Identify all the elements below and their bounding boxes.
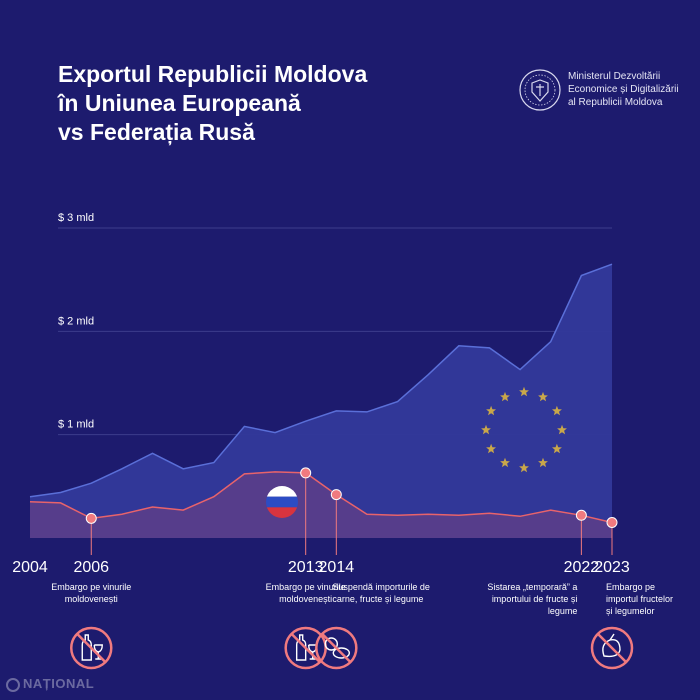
eu-star-icon xyxy=(481,424,491,435)
wine-ban-icon xyxy=(70,626,113,670)
event-marker xyxy=(300,467,312,479)
title-line: în Uniunea Europeană xyxy=(58,90,301,116)
watermark-text: NAȚIONAL xyxy=(23,676,95,691)
y-tick-label: $ 3 mld xyxy=(58,212,94,224)
bottle-shape xyxy=(295,634,307,661)
event-caption-line: Sistarea „temporară” a xyxy=(487,582,577,592)
event-caption-line: Embargo pe xyxy=(606,582,655,592)
ban-circle xyxy=(284,626,327,670)
event-caption-line: Suspendă importurile de xyxy=(332,582,430,592)
event-marker xyxy=(575,509,587,521)
ru-line xyxy=(29,471,613,524)
eu-star-icon xyxy=(486,443,496,454)
eu-star-icon xyxy=(519,462,529,473)
ru-area xyxy=(30,471,612,538)
watermark-logo: NAȚIONAL xyxy=(6,676,94,692)
event-caption-line: Embargo pe vinurile xyxy=(51,582,131,592)
ministry-line: Economice și Digitalizării xyxy=(568,84,679,95)
apple-shape xyxy=(324,637,339,651)
year-label: 2004 xyxy=(12,559,48,576)
year-label: 2022 xyxy=(564,559,600,576)
coat-of-arms-icon xyxy=(519,69,561,111)
page-title: Exportul Republicii Moldova în Uniunea E… xyxy=(58,60,367,147)
wine-ban-icon xyxy=(284,626,327,670)
flag-blue-stripe xyxy=(266,496,298,508)
produce-ban-icon xyxy=(590,626,634,670)
event-marker xyxy=(330,489,342,501)
y-tick-label: $ 2 mld xyxy=(58,315,94,327)
flag-white-stripe xyxy=(266,486,298,497)
ministry-line: Ministerul Dezvoltării xyxy=(568,71,661,82)
eu-star-icon xyxy=(500,457,510,468)
ban-slash xyxy=(321,633,352,663)
eu-line xyxy=(29,263,613,498)
title-line: vs Federația Rusă xyxy=(58,119,255,145)
ministry-line: al Republicii Moldova xyxy=(568,97,663,108)
eu-star-icon xyxy=(557,424,567,435)
year-label: 2006 xyxy=(73,559,109,576)
event-caption-line: moldovenești xyxy=(279,594,332,604)
event-caption-line: carne, fructe și legume xyxy=(332,594,423,604)
ban-circle xyxy=(315,626,358,670)
ban-slash xyxy=(76,633,107,663)
bottle-shape xyxy=(81,634,92,661)
flag-red-stripe xyxy=(266,507,298,518)
eu-star-icon xyxy=(552,405,562,416)
watermark-circle-icon xyxy=(6,677,20,692)
event-caption-line: legume xyxy=(548,606,578,616)
event-caption-line: importului de fructe și xyxy=(492,594,578,604)
eu-star-icon xyxy=(538,391,548,402)
glass-shape xyxy=(93,644,103,660)
y-tick-label: $ 1 mld xyxy=(58,419,94,431)
event-marker xyxy=(606,517,618,528)
event-caption-line: Embargo pe vinurile xyxy=(266,582,346,592)
stem-shape xyxy=(609,633,615,641)
food-ban-icon xyxy=(315,626,358,670)
ban-circle xyxy=(590,626,634,670)
event-marker xyxy=(85,512,97,524)
russia-flag-icon xyxy=(266,486,298,518)
produce-shape xyxy=(602,639,621,658)
eu-area xyxy=(30,264,612,538)
year-label: 2023 xyxy=(594,559,630,576)
ban-slash xyxy=(597,633,627,663)
eu-star-icon xyxy=(486,405,496,416)
event-caption-line: importul fructelor xyxy=(606,594,673,604)
ministry-name: Ministerul Dezvoltării Economice și Digi… xyxy=(568,70,698,109)
ban-circle xyxy=(70,626,113,670)
eu-star-icon xyxy=(538,457,548,468)
year-label: 2013 xyxy=(288,559,324,576)
year-label: 2014 xyxy=(319,559,355,576)
meat-shape xyxy=(332,647,351,659)
eu-star-icon xyxy=(500,391,510,402)
title-line: Exportul Republicii Moldova xyxy=(58,61,368,87)
ban-slash xyxy=(290,633,321,663)
eu-star-icon xyxy=(519,386,529,397)
eu-star-icon xyxy=(552,443,562,454)
event-caption-line: și legumelor xyxy=(606,606,655,616)
event-caption-line: moldovenești xyxy=(65,594,118,604)
